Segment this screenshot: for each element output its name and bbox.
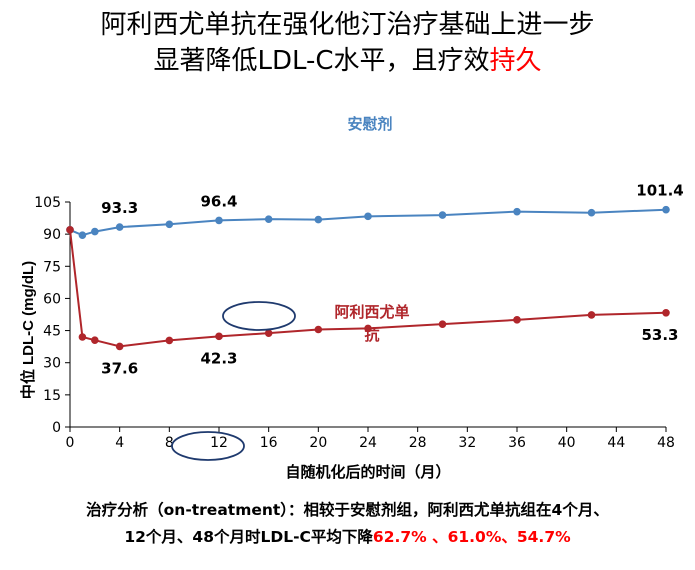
alirocumab-series-label-line2: 抗 (364, 326, 379, 344)
data-label: 42.3 (200, 349, 237, 367)
x-tick-label: 8 (165, 435, 174, 451)
x-tick-label: 36 (508, 435, 526, 451)
series-1-point (264, 329, 273, 337)
y-tick-label: 105 (34, 195, 61, 211)
x-tick-label: 20 (309, 435, 327, 451)
y-axis-label: 中位 LDL-C (mg/dL) (19, 261, 37, 399)
series-1-point (66, 226, 74, 234)
x-tick-label: 16 (260, 435, 278, 451)
labels-layer: 93.3 96.4 101.4 37.6 42.3 53.3 (101, 182, 684, 378)
y-tick-label: 15 (43, 388, 61, 404)
series-1-point (165, 336, 174, 345)
x-axis-label: 自随机化后的时间（月） (285, 463, 450, 481)
title-line-2: 显著降低LDL-C水平，且疗效持久 (0, 44, 695, 78)
alirocumab-series-label-line1: 阿利西尤单 (334, 303, 409, 321)
x-tick-label: 4 (115, 435, 124, 451)
series-0-point (78, 231, 87, 240)
highlight-ellipse-12m-tick (171, 431, 245, 461)
series-1-point (662, 308, 670, 317)
y-tick-label: 30 (43, 356, 61, 372)
series-0-point (662, 205, 670, 214)
series-0-point (264, 215, 273, 223)
series-1-point (215, 332, 223, 341)
series-0-point (314, 215, 323, 224)
y-tick-label: 90 (43, 227, 61, 243)
footer-line-2-values: 62.7% 、61.0%、54.7% (372, 528, 571, 546)
title-line-2-main: 显著降低LDL-C水平，且疗效 (153, 46, 490, 76)
y-tick-label: 75 (43, 259, 61, 275)
series-0-point (364, 212, 372, 221)
placebo-series-label: 安慰剂 (347, 115, 393, 133)
data-label: 93.3 (101, 199, 138, 217)
x-tick-label: 32 (458, 435, 476, 451)
highlight-ellipse-16m (222, 301, 296, 331)
series-1-point (78, 333, 87, 341)
title-line-1: 阿利西尤单抗在强化他汀治疗基础上进一步 (100, 10, 595, 40)
x-tick-label: 0 (66, 435, 75, 451)
series-0-point (513, 207, 521, 216)
x-tick-label: 44 (607, 435, 625, 451)
footer-line-2: 12个月、48个月时LDL-C平均下降62.7% 、61.0%、54.7% (0, 524, 695, 550)
series-0-point (91, 227, 99, 236)
series-0-point (115, 223, 124, 231)
x-tick-label: 40 (558, 435, 576, 451)
y-tick-label: 0 (52, 420, 61, 436)
series-1-point (115, 342, 124, 351)
footer-line-1: 治疗分析（on-treatment）：相较于安慰剂组，阿利西尤单抗组在4个月、 (86, 501, 609, 519)
series-1-point (438, 320, 447, 328)
series-0-point (587, 208, 596, 217)
series-1-point (314, 325, 323, 334)
series-1-point (91, 336, 99, 345)
series-0-point (438, 211, 447, 219)
series-1-point (364, 324, 372, 333)
data-label: 53.3 (641, 326, 678, 344)
x-tick-label: 48 (657, 435, 675, 451)
y-tick-label: 45 (43, 324, 61, 340)
x-tick-label: 28 (409, 435, 427, 451)
series-1-point (587, 311, 596, 319)
title-highlight: 持久 (489, 46, 542, 76)
data-label: 101.4 (636, 182, 683, 200)
data-label: 96.4 (200, 192, 237, 210)
footer-line-2-main: 12个月、48个月时LDL-C平均下降 (124, 528, 373, 546)
data-label: 37.6 (101, 359, 138, 377)
x-tick-label: 12 (210, 435, 228, 451)
series-0-point (165, 220, 174, 229)
x-tick-label: 24 (359, 435, 377, 451)
series-1-point (513, 316, 521, 324)
series-layer (66, 205, 670, 351)
y-tick-label: 60 (43, 291, 61, 307)
series-0-point (215, 216, 223, 225)
